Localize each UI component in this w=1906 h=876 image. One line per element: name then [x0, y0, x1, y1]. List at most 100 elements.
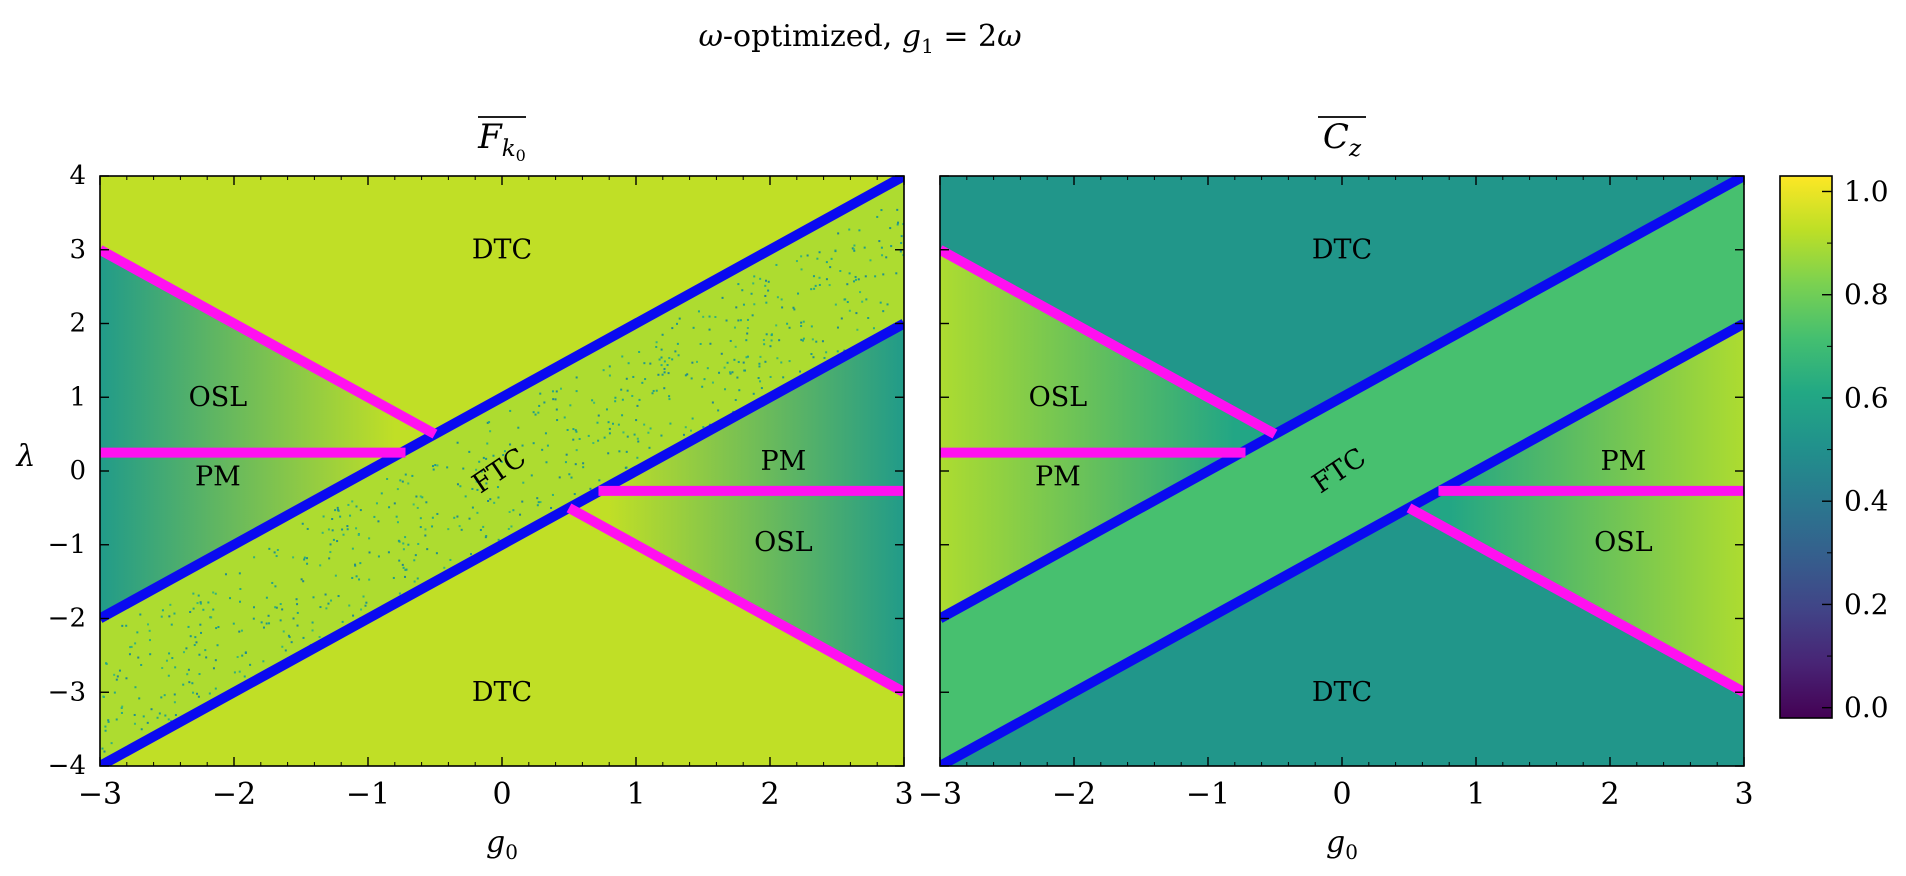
- noise-dot: [459, 485, 462, 488]
- boundary-line-4: [566, 503, 904, 697]
- noise-dot: [415, 495, 418, 498]
- noise-dot: [881, 254, 884, 257]
- noise-dot: [625, 466, 628, 469]
- noise-dot: [497, 538, 500, 541]
- colorbar-frame: [1779, 175, 1833, 719]
- noise-dot: [597, 439, 600, 442]
- noise-dot: [575, 390, 578, 393]
- noise-dot: [486, 442, 489, 445]
- noise-dot: [239, 587, 242, 590]
- noise-dot: [216, 644, 219, 647]
- noise-dot: [405, 568, 408, 571]
- phase-label-osl: OSL: [1594, 527, 1653, 558]
- noise-dot: [351, 500, 354, 503]
- noise-dot: [551, 493, 554, 496]
- boundary-line-2: [100, 245, 438, 439]
- noise-dot: [603, 436, 606, 439]
- noise-dot: [468, 517, 471, 520]
- noise-dot: [647, 431, 650, 434]
- noise-dot: [800, 321, 803, 324]
- noise-dot: [173, 612, 176, 615]
- noise-dot: [608, 365, 611, 368]
- heatmap-field: [100, 176, 904, 766]
- noise-dot: [249, 663, 252, 666]
- noise-dot: [652, 389, 655, 392]
- noise-dot: [636, 456, 639, 459]
- noise-dot: [401, 480, 404, 483]
- noise-dot: [396, 488, 399, 491]
- noise-dot: [800, 268, 803, 271]
- noise-dot: [105, 662, 108, 665]
- noise-dot: [471, 487, 474, 490]
- noise-dot: [104, 725, 107, 728]
- noise-dot: [282, 630, 285, 633]
- noise-dot: [684, 426, 687, 429]
- noise-dot: [120, 706, 123, 709]
- noise-dot: [306, 527, 309, 530]
- noise-dot: [643, 423, 646, 426]
- noise-dot: [167, 674, 170, 677]
- noise-dot: [863, 246, 866, 249]
- noise-dot: [536, 504, 539, 507]
- noise-dot: [765, 279, 768, 282]
- noise-dot: [341, 620, 344, 623]
- noise-dot: [660, 348, 663, 351]
- noise-dot: [460, 528, 463, 531]
- noise-dot: [292, 556, 295, 559]
- noise-dot: [325, 607, 328, 610]
- noise-dot: [456, 515, 459, 518]
- noise-dot: [546, 444, 549, 447]
- noise-dot: [738, 389, 741, 392]
- noise-dot: [303, 556, 306, 559]
- noise-dot: [187, 625, 190, 628]
- noise-dot: [436, 512, 439, 515]
- noise-dot: [636, 404, 639, 407]
- noise-dot: [788, 326, 791, 329]
- figure-suptitle: ω-optimized, g1 = 2ω: [698, 19, 1021, 58]
- noise-dot: [767, 280, 770, 283]
- noise-dot: [538, 404, 541, 407]
- noise-dot: [377, 555, 380, 558]
- noise-dot: [138, 697, 141, 700]
- noise-dot: [341, 528, 344, 531]
- noise-dot: [861, 300, 864, 303]
- noise-dot: [676, 322, 679, 325]
- x-tick-label: 2: [760, 777, 779, 812]
- noise-dot: [744, 369, 747, 372]
- noise-dot: [782, 376, 785, 379]
- noise-dot: [697, 310, 700, 313]
- noise-dot: [813, 287, 816, 290]
- noise-dot: [170, 623, 173, 626]
- x-tick-label: 0: [1332, 777, 1351, 812]
- noise-dot: [173, 701, 176, 704]
- y-tick-label: −3: [48, 677, 86, 707]
- noise-dot: [485, 482, 488, 485]
- x-tick-label: −2: [1052, 777, 1096, 812]
- noise-dot: [699, 342, 702, 345]
- noise-dot: [161, 667, 164, 670]
- noise-dot: [262, 660, 265, 663]
- noise-dot: [637, 440, 640, 443]
- noise-dot: [197, 594, 200, 597]
- noise-dot: [632, 375, 635, 378]
- noise-dot: [306, 562, 309, 565]
- noise-dot: [198, 653, 201, 656]
- noise-dot: [554, 398, 557, 401]
- noise-dot: [244, 651, 247, 654]
- x-tick-label: −2: [212, 777, 256, 812]
- noise-dot: [574, 429, 577, 432]
- noise-dot: [655, 341, 658, 344]
- noise-dot: [608, 427, 611, 430]
- noise-dot: [425, 501, 428, 504]
- noise-dot: [660, 434, 663, 437]
- noise-dot: [165, 659, 168, 662]
- noise-dot: [555, 390, 558, 393]
- x-axis-label: g0: [1326, 825, 1358, 864]
- noise-dot: [229, 597, 232, 600]
- y-tick-label: 1: [69, 382, 86, 412]
- noise-dot: [149, 653, 152, 656]
- noise-dot: [331, 529, 334, 532]
- noise-dot: [621, 414, 624, 417]
- noise-dot: [598, 479, 601, 482]
